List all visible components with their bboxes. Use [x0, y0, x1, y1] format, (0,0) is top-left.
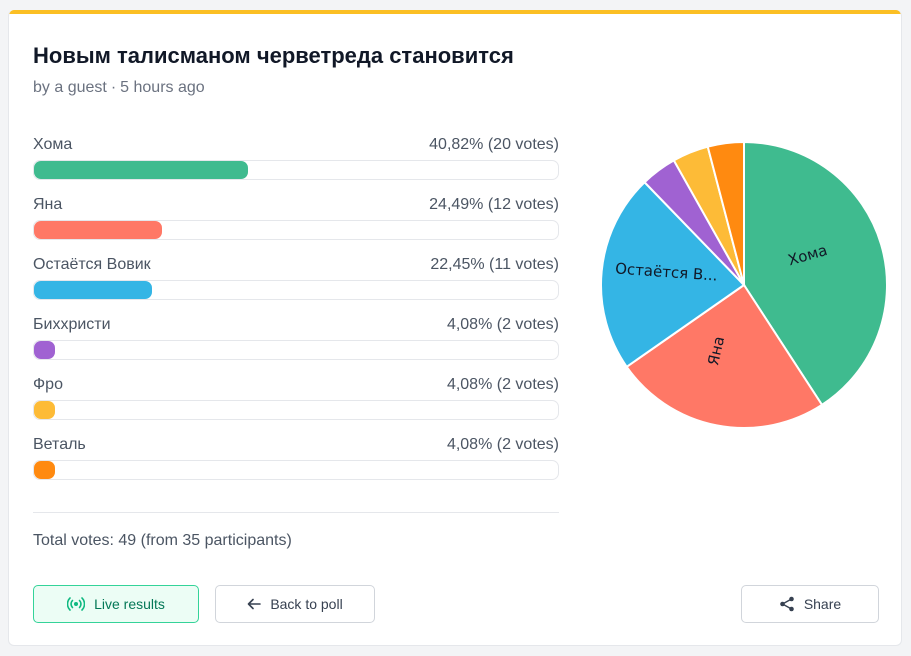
option-label: Фро [33, 376, 63, 393]
result-option: Биххристи 4,08% (2 votes) [33, 316, 559, 376]
option-votes: 22,45% (11 votes) [430, 256, 559, 273]
option-votes: 24,49% (12 votes) [429, 196, 559, 213]
poll-time: 5 hours ago [120, 79, 205, 96]
option-label: Хома [33, 136, 73, 153]
total-votes: Total votes: 49 (from 35 participants) [33, 532, 292, 549]
progress-track [33, 280, 559, 300]
option-label: Биххристи [33, 316, 111, 333]
poll-title: Новым талисманом черветреда становится [33, 43, 514, 68]
progress-track [33, 460, 559, 480]
share-label: Share [803, 596, 842, 612]
option-label: Яна [33, 196, 63, 213]
result-option: Хома 40,82% (20 votes) [33, 136, 559, 196]
result-option: Яна 24,49% (12 votes) [33, 196, 559, 256]
broadcast-icon [67, 597, 86, 611]
results-list: Хома 40,82% (20 votes) Яна 24,49% (12 vo… [33, 136, 559, 496]
poll-meta: by a guest · 5 hours ago [33, 79, 205, 97]
meta-separator: · [110, 79, 117, 96]
poll-author: by a guest [33, 79, 107, 96]
option-label: Остаётся Вовик [33, 256, 151, 273]
arrow-left-icon [248, 598, 262, 610]
pie-slice [600, 180, 746, 369]
result-option: Остаётся Вовик 22,45% (11 votes) [33, 256, 559, 316]
progress-fill [34, 281, 152, 299]
option-votes: 4,08% (2 votes) [446, 316, 559, 333]
progress-fill [34, 221, 163, 239]
progress-track [33, 340, 559, 360]
result-option: Веталь 4,08% (2 votes) [33, 436, 559, 496]
progress-fill [34, 341, 56, 359]
back-to-poll-label: Back to poll [270, 596, 343, 612]
accent-bar [9, 10, 901, 14]
pie-slice [706, 140, 745, 286]
option-votes: 40,82% (20 votes) [429, 136, 559, 153]
option-votes: 4,08% (2 votes) [446, 436, 559, 453]
progress-fill [34, 401, 56, 419]
live-results-button[interactable]: Live results [33, 585, 199, 623]
progress-track [33, 220, 559, 240]
share-icon [780, 596, 794, 612]
progress-fill [34, 461, 56, 479]
progress-fill [34, 161, 248, 179]
option-label: Веталь [33, 436, 86, 453]
results-pie-chart: Хома Яна Остаётся В... [600, 140, 888, 429]
option-votes: 4,08% (2 votes) [446, 376, 559, 393]
back-to-poll-button[interactable]: Back to poll [215, 585, 375, 623]
share-button[interactable]: Share [741, 585, 879, 623]
divider [33, 512, 559, 513]
live-results-label: Live results [94, 596, 165, 612]
progress-track [33, 160, 559, 180]
poll-results-card: Новым талисманом черветреда становится b… [8, 10, 902, 646]
pie-slice [625, 283, 824, 429]
result-option: Фро 4,08% (2 votes) [33, 376, 559, 436]
progress-track [33, 400, 559, 420]
